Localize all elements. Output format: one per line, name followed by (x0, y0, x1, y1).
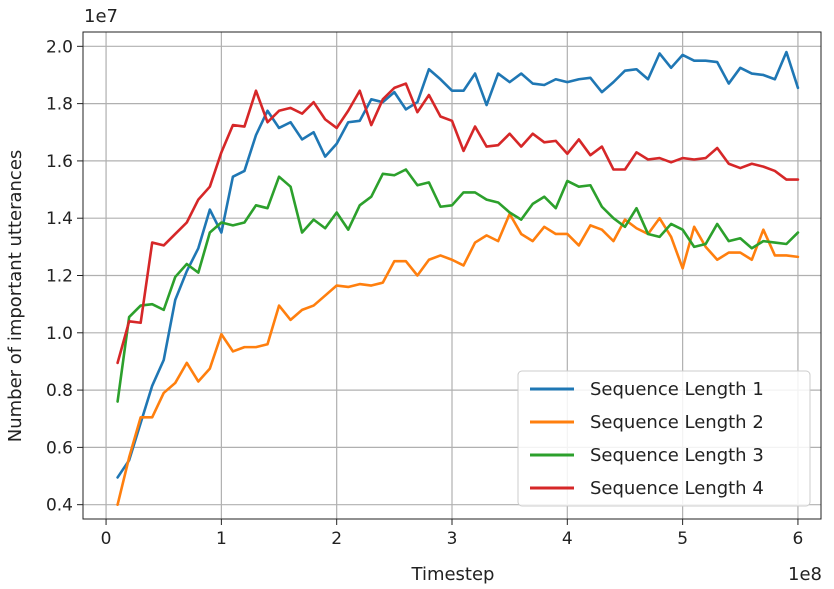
y-tick-label-4: 1.2 (46, 267, 73, 287)
y-offset-label: 1e7 (84, 6, 118, 27)
y-axis-ticks: 0.4 0.6 0.8 1.0 1.2 1.4 1.6 1.8 2.0 (46, 37, 83, 516)
legend-label-2: Sequence Length 2 (590, 412, 764, 433)
x-tick-label-1: 1 (216, 529, 227, 549)
x-tick-label-6: 6 (793, 529, 804, 549)
x-tick-label-5: 5 (677, 529, 688, 549)
x-axis-ticks: 0 1 2 3 4 5 6 (101, 519, 804, 549)
x-offset-label: 1e8 (788, 564, 822, 585)
x-axis-title: Timestep (411, 564, 495, 585)
y-tick-label-5: 1.4 (46, 209, 73, 229)
y-tick-label-3: 1.0 (46, 324, 73, 344)
y-tick-label-8: 2.0 (46, 37, 73, 57)
y-tick-label-7: 1.8 (46, 95, 73, 115)
legend-box (517, 370, 811, 507)
series-line-2 (116, 212, 800, 506)
legend-label-1: Sequence Length 1 (590, 379, 764, 400)
x-tick-label-0: 0 (101, 529, 112, 549)
series-line-3 (116, 168, 800, 403)
legend-label-4: Sequence Length 4 (590, 478, 764, 499)
series-line-1 (116, 50, 800, 479)
y-tick-label-0: 0.4 (46, 496, 73, 516)
series-line-4 (116, 82, 800, 365)
legend-label-3: Sequence Length 3 (590, 445, 764, 466)
y-tick-label-6: 1.6 (46, 152, 73, 172)
y-tick-label-1: 0.6 (46, 438, 73, 458)
x-tick-label-3: 3 (447, 529, 458, 549)
x-tick-label-4: 4 (562, 529, 573, 549)
legend: Sequence Length 1 Sequence Length 2 Sequ… (517, 370, 811, 507)
series-lines (116, 50, 800, 506)
x-tick-label-2: 2 (331, 529, 342, 549)
y-tick-label-2: 0.8 (46, 381, 73, 401)
y-axis-title: Number of important utterances (5, 150, 26, 443)
